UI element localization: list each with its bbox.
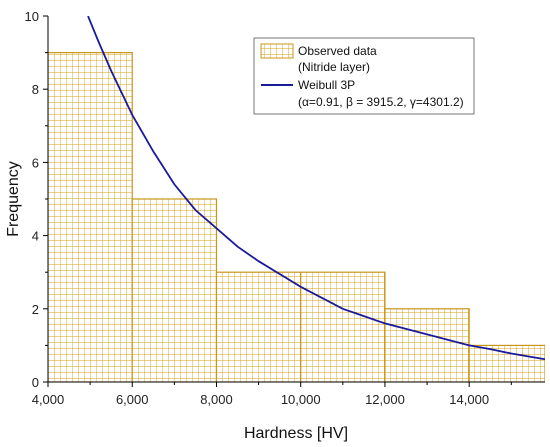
- legend: Observed data (Nitride layer) Weibull 3P…: [253, 37, 475, 115]
- histogram-bar: [468, 344, 545, 382]
- x-axis-title: Hardness [HV]: [244, 425, 348, 442]
- histogram-bar: [215, 271, 302, 382]
- y-tick-label: 4: [32, 229, 39, 244]
- y-tick-label: 6: [32, 155, 39, 170]
- x-tick-label: 10,000: [281, 392, 321, 407]
- y-tick-label: 0: [32, 375, 39, 390]
- y-axis-title: Frequency: [5, 161, 22, 237]
- legend-label-observed-sub: (Nitride layer): [298, 60, 370, 74]
- x-tick-label: 8,000: [200, 392, 233, 407]
- histogram-bar: [300, 271, 386, 382]
- legend-label-observed: Observed data: [298, 44, 377, 58]
- histogram-bar: [48, 51, 133, 382]
- y-tick-label: 2: [32, 302, 39, 317]
- weibull-curve-group: [87, 16, 545, 361]
- histogram-bar: [384, 308, 470, 382]
- weibull-curve: [87, 16, 545, 361]
- legend-label-weibull-params: (α=0.91, β = 3915.2, γ=4301.2): [298, 95, 464, 109]
- y-tick-label: 8: [32, 82, 39, 97]
- x-axis-ticks: 4,000 6,000 8,000 10,000 12,000 14,000: [32, 382, 512, 407]
- y-axis-ticks: 0 2 4 6 8 10: [25, 9, 48, 390]
- histogram-bars: [48, 51, 545, 382]
- histogram-bar: [131, 198, 218, 382]
- x-tick-label: 4,000: [32, 392, 65, 407]
- x-tick-label: 14,000: [449, 392, 489, 407]
- x-tick-label: 12,000: [365, 392, 405, 407]
- legend-swatch-observed: [260, 43, 294, 59]
- y-tick-label: 10: [25, 9, 39, 24]
- x-tick-label: 6,000: [116, 392, 149, 407]
- legend-label-weibull: Weibull 3P: [298, 78, 355, 92]
